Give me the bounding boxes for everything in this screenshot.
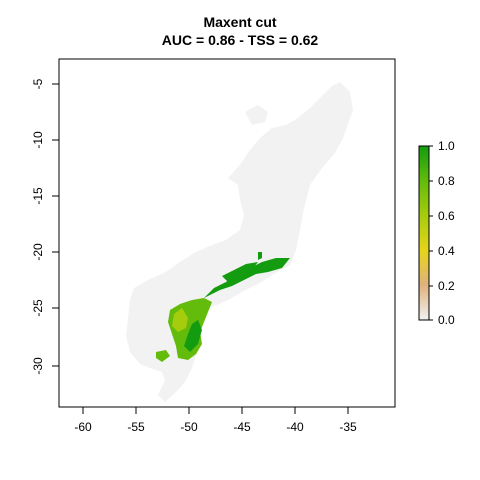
legend-label: 0.6 xyxy=(438,209,455,223)
landmass-northeast xyxy=(245,105,268,125)
suitability-layer xyxy=(156,252,290,362)
x-tick-label: -55 xyxy=(127,420,145,434)
legend-label: 1.0 xyxy=(438,139,455,153)
x-tick-label: -35 xyxy=(339,420,357,434)
map-title: Maxent cut xyxy=(203,14,276,30)
legend-label: 0.8 xyxy=(438,174,455,188)
suitable-inland-strip xyxy=(222,262,258,282)
y-axis-ticks xyxy=(52,83,59,367)
map-subtitle: AUC = 0.86 - TSS = 0.62 xyxy=(162,32,319,48)
y-tick-label: -30 xyxy=(31,357,45,375)
legend-colorbar xyxy=(418,145,430,321)
y-tick-label: -10 xyxy=(31,131,45,149)
x-tick-label: -40 xyxy=(286,420,304,434)
legend-label: 0.2 xyxy=(438,279,455,293)
x-axis-ticks xyxy=(82,407,349,414)
legend-label: 0.0 xyxy=(438,313,455,327)
y-tick-label: -25 xyxy=(31,299,45,317)
legend-label: 0.4 xyxy=(438,244,455,258)
suitable-west-block xyxy=(172,308,188,332)
x-axis: -60 -55 -50 -45 -40 -35 xyxy=(74,406,357,434)
suitable-southern-core xyxy=(184,320,202,352)
x-tick-label: -60 xyxy=(74,420,92,434)
legend: 1.0 0.8 0.6 0.4 0.2 0.0 xyxy=(418,139,455,327)
suitable-southwest-patch xyxy=(156,350,170,362)
y-tick-label: -20 xyxy=(31,243,45,261)
y-axis: -5 -10 -15 -20 -25 -30 xyxy=(31,78,60,375)
suitable-coastal-strip xyxy=(204,258,290,298)
y-tick-label: -5 xyxy=(31,78,45,89)
y-tick-label: -15 xyxy=(31,187,45,205)
x-tick-label: -50 xyxy=(180,420,198,434)
suitable-north-patch xyxy=(258,252,262,260)
x-tick-label: -45 xyxy=(233,420,251,434)
legend-ticks xyxy=(429,145,433,321)
